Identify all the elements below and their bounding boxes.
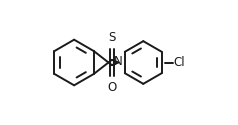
Text: Cl: Cl: [174, 56, 185, 69]
Text: S: S: [108, 31, 115, 44]
Text: O: O: [107, 81, 116, 94]
Text: N: N: [114, 54, 123, 68]
